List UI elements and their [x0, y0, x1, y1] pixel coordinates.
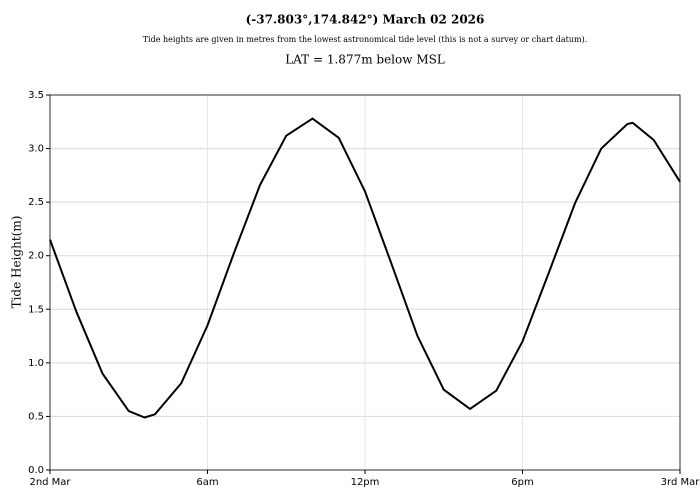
- plot-frame: [49, 94, 681, 471]
- x-tick-label: 3rd Mar: [661, 477, 700, 488]
- y-tick-label: 2.5: [28, 197, 44, 208]
- y-axis-label: Tide Height(m): [10, 216, 24, 309]
- tide-line: [49, 117, 681, 419]
- y-tick-label: 1.0: [28, 358, 44, 369]
- y-tick-label: 3.0: [28, 144, 44, 155]
- chart-title: (-37.803°,174.842°) March 02 2026: [246, 13, 485, 27]
- x-tick-label: 6pm: [511, 477, 533, 488]
- y-tick-label: 3.5: [28, 90, 44, 101]
- annotation: LAT = 1.877m below MSL: [285, 53, 445, 67]
- y-tick-label: 2.0: [28, 251, 44, 262]
- y-tick-label: 0.0: [28, 465, 44, 476]
- chart-subtitle: Tide heights are given in metres from th…: [143, 35, 588, 44]
- x-tick-label: 2nd Mar: [29, 477, 71, 488]
- x-tick-label: 12pm: [351, 477, 380, 488]
- y-tick-label: 1.5: [28, 304, 44, 315]
- y-tick-label: 0.5: [28, 411, 44, 422]
- x-tick-label: 6am: [196, 477, 218, 488]
